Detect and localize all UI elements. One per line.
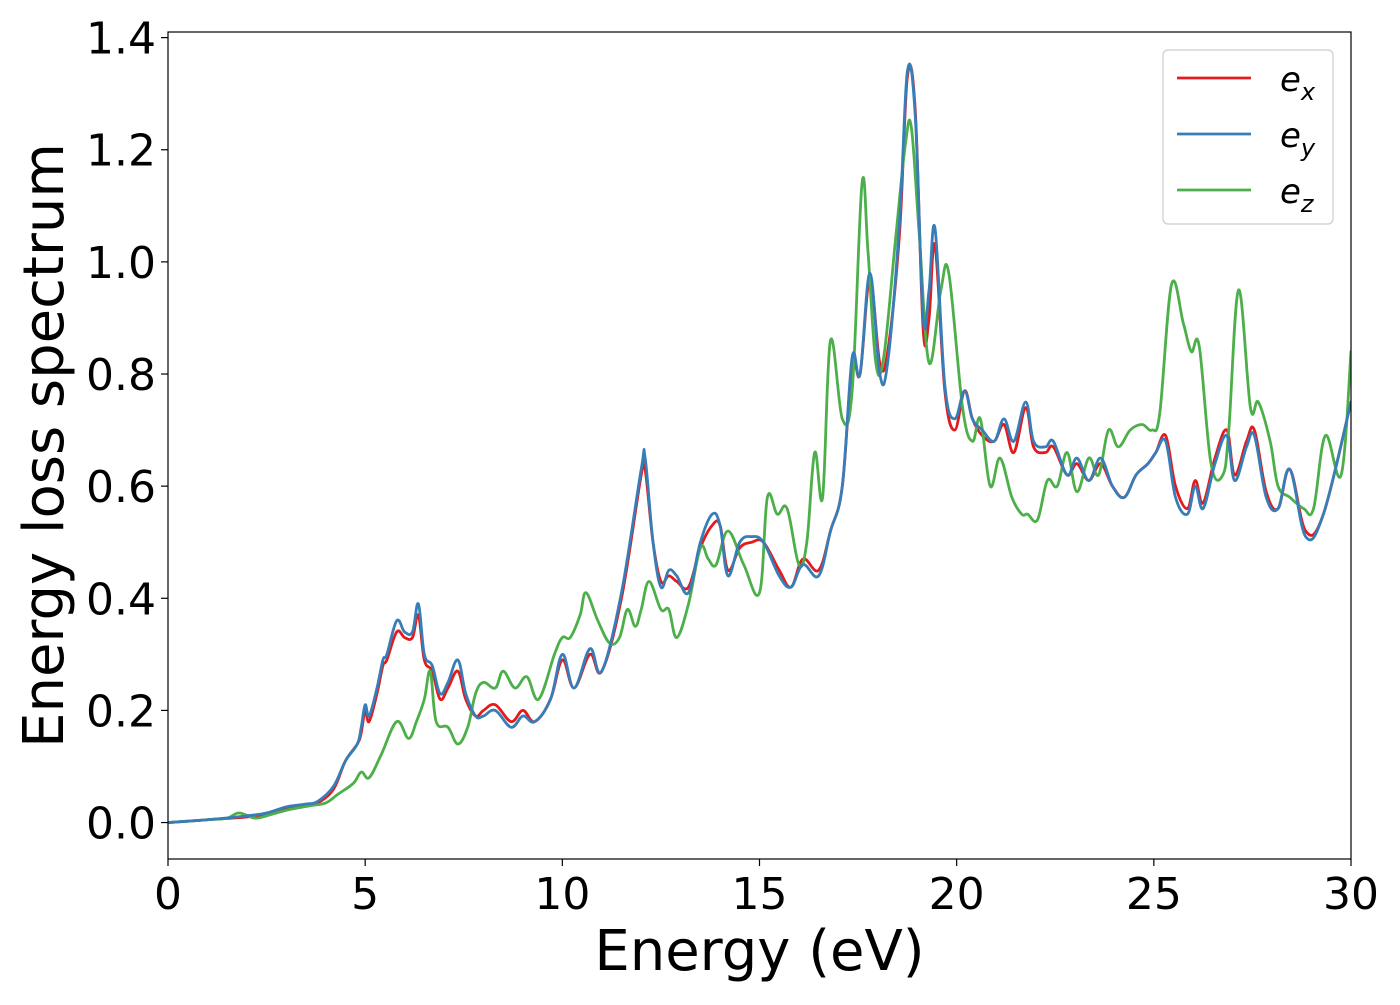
y-tick-label: 1.2	[86, 126, 156, 177]
legend: ex ey ez	[1162, 49, 1334, 225]
x-tick-label: 0	[154, 869, 182, 920]
y-tick-label: 0.8	[86, 350, 156, 401]
legend-label-e-x: ex	[1280, 60, 1316, 106]
x-tick-label: 25	[1126, 869, 1182, 920]
y-tick-label: 0.4	[86, 574, 156, 625]
y-axis-title: Energy loss spectrum	[12, 143, 77, 748]
y-axis-ticks: 0.0 0.2 0.4 0.6 0.8 1.0 1.2 1.4	[86, 14, 168, 850]
legend-label-e-y: ey	[1280, 116, 1316, 162]
y-tick-label: 1.4	[86, 14, 156, 65]
series-layer	[168, 62, 1351, 824]
x-tick-label: 15	[732, 869, 788, 920]
x-axis-title: Energy (eV)	[594, 919, 924, 984]
y-tick-label: 0.6	[86, 462, 156, 513]
legend-box	[1162, 49, 1334, 225]
legend-label-e-z: ez	[1280, 172, 1315, 218]
series-line-e-y	[168, 62, 1351, 824]
x-tick-label: 20	[929, 869, 985, 920]
plot-area	[168, 32, 1351, 859]
x-tick-label: 5	[351, 869, 379, 920]
plot-background	[168, 32, 1351, 859]
x-tick-label: 30	[1323, 869, 1379, 920]
x-axis-ticks: 0 5 10 15 20 25 30	[154, 859, 1379, 920]
y-tick-label: 0.0	[86, 799, 156, 850]
y-tick-label: 0.2	[86, 686, 156, 737]
y-tick-label: 1.0	[86, 238, 156, 289]
series-line-e-z	[168, 118, 1351, 824]
x-tick-label: 10	[534, 869, 590, 920]
